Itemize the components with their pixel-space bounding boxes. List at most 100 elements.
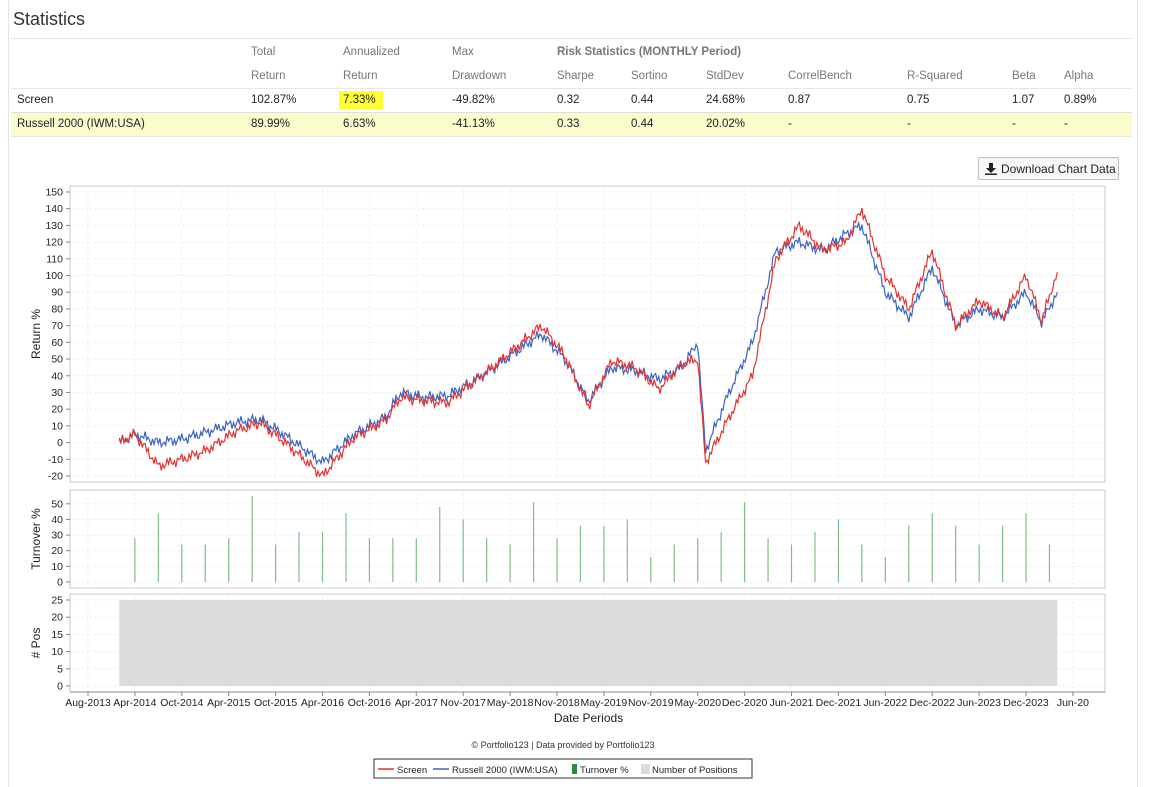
y-tick-label: 60 bbox=[51, 337, 63, 349]
y-tick-label: -20 bbox=[48, 471, 63, 483]
legend-swatch bbox=[572, 764, 577, 774]
y-tick-label: 25 bbox=[51, 595, 63, 607]
turnover-bar bbox=[814, 531, 816, 582]
cell-sharpe: 0.33 bbox=[551, 111, 625, 137]
header-cell: Beta bbox=[1012, 69, 1036, 82]
y-tick-label: 30 bbox=[51, 387, 63, 399]
legend-box bbox=[373, 758, 753, 779]
screen-line bbox=[118, 207, 1058, 478]
y-tick-label: 30 bbox=[51, 530, 63, 542]
turnover-bar bbox=[744, 502, 746, 582]
performance-chart: -20-100102030405060708090100110120130140… bbox=[29, 185, 1106, 779]
y-tick-label: 140 bbox=[45, 203, 63, 215]
turnover-bar bbox=[884, 556, 886, 582]
y-tick-label: 0 bbox=[57, 577, 63, 589]
cell-sortino: 0.44 bbox=[625, 87, 700, 112]
turnover-bar bbox=[908, 525, 910, 582]
turnover-bar bbox=[861, 544, 863, 582]
cell-annualized-return: 6.63% bbox=[337, 111, 446, 137]
y-tick-label: 20 bbox=[51, 404, 63, 416]
turnover-bar bbox=[650, 556, 652, 582]
y-tick-label: 120 bbox=[45, 237, 63, 249]
table-header-row: Return Return Drawdown Sharpe Sortino St… bbox=[11, 64, 1132, 88]
legend-label: Turnover % bbox=[580, 765, 629, 776]
y-tick-label: 50 bbox=[51, 354, 63, 366]
turnover-bar bbox=[157, 513, 159, 582]
y-tick-label: 10 bbox=[51, 561, 63, 573]
cell-max-drawdown: -41.13% bbox=[446, 111, 551, 137]
y-tick-label: 90 bbox=[51, 287, 63, 299]
bench-line bbox=[118, 220, 1058, 466]
header-cell bbox=[11, 40, 245, 64]
y-tick-label: -10 bbox=[48, 454, 63, 466]
y-tick-label: 15 bbox=[51, 629, 63, 641]
turnover-bar bbox=[275, 544, 277, 582]
x-tick-label: Jun-2023 bbox=[957, 697, 1001, 709]
y-axis-label: Return % bbox=[29, 309, 43, 359]
turnover-bar bbox=[603, 525, 605, 582]
x-tick-label: Nov-2017 bbox=[440, 697, 486, 709]
cell-alpha: - bbox=[1058, 111, 1132, 137]
x-tick-label: Dec-2022 bbox=[909, 697, 955, 709]
y-tick-label: 10 bbox=[51, 420, 63, 432]
cell-r-squared: 0.75 bbox=[901, 87, 1006, 112]
turnover-bar bbox=[837, 519, 839, 582]
cell-alpha: 0.89% bbox=[1058, 87, 1132, 112]
table-header-row: Total Annualized Max Risk Statistics (MO… bbox=[11, 40, 1132, 64]
x-tick-label: Dec-2021 bbox=[816, 697, 862, 709]
download-button-label: Download Chart Data bbox=[1001, 161, 1116, 176]
turnover-bar bbox=[626, 519, 628, 582]
header-cell: Total bbox=[251, 46, 276, 58]
turnover-bar bbox=[509, 544, 511, 582]
cell-beta: 1.07 bbox=[1006, 87, 1058, 112]
turnover-bar bbox=[1048, 544, 1051, 582]
cell-correlbench: 0.87 bbox=[782, 87, 901, 112]
turnover-bar bbox=[767, 538, 769, 582]
x-tick-label: Nov-2018 bbox=[534, 697, 580, 709]
cell-annualized-return: 7.33% bbox=[339, 91, 383, 109]
turnover-bar bbox=[790, 544, 793, 582]
turnover-bar bbox=[556, 538, 558, 582]
download-chart-data-button[interactable]: Download Chart Data bbox=[978, 157, 1119, 180]
row-name: Screen bbox=[11, 87, 245, 112]
cell-correlbench: - bbox=[782, 111, 901, 137]
header-cell: Return bbox=[343, 69, 378, 82]
x-tick-label: Apr-2016 bbox=[301, 697, 344, 709]
header-cell: Sortino bbox=[631, 69, 668, 82]
download-icon bbox=[985, 162, 997, 175]
positions-area bbox=[119, 600, 1058, 686]
y-tick-label: 110 bbox=[46, 253, 63, 265]
header-cell: Drawdown bbox=[452, 69, 507, 82]
header-cell: R-Squared bbox=[907, 69, 963, 82]
turnover-bar bbox=[579, 525, 582, 582]
cell-stddev: 20.02% bbox=[700, 111, 782, 137]
cell-total-return: 89.99% bbox=[245, 111, 337, 137]
legend-label: Number of Positions bbox=[652, 765, 738, 776]
x-tick-label: Dec-2023 bbox=[1003, 697, 1049, 709]
turnover-bar bbox=[697, 538, 699, 582]
y-tick-label: 0 bbox=[57, 681, 63, 693]
page-title: Statistics bbox=[13, 9, 86, 29]
turnover-panel-frame bbox=[69, 489, 1106, 589]
row-name: Russell 2000 (IWM:USA) bbox=[11, 111, 245, 137]
y-tick-label: 130 bbox=[45, 220, 63, 232]
x-tick-label: Apr-2015 bbox=[207, 697, 250, 709]
y-axis-label: # Pos bbox=[29, 628, 43, 659]
y-tick-label: 10 bbox=[51, 646, 63, 658]
turnover-bar bbox=[204, 544, 206, 582]
statistics-panel bbox=[8, 0, 1138, 787]
y-tick-label: 5 bbox=[57, 663, 63, 675]
turnover-bar bbox=[392, 538, 394, 582]
table-row: Screen 102.87% 7.33% -49.82% 0.32 0.44 2… bbox=[11, 87, 1132, 112]
turnover-bar bbox=[415, 538, 417, 582]
y-axis-label: Turnover % bbox=[29, 508, 43, 570]
legend-label: Screen bbox=[397, 765, 427, 776]
y-tick-label: 150 bbox=[45, 187, 63, 199]
turnover-bar bbox=[439, 506, 441, 582]
turnover-bar bbox=[673, 544, 675, 582]
turnover-bar bbox=[368, 538, 370, 582]
cell-beta: - bbox=[1006, 111, 1058, 137]
header-cell: CorrelBench bbox=[788, 69, 852, 82]
cell-r-squared: - bbox=[901, 111, 1006, 137]
cell-sortino: 0.44 bbox=[625, 111, 700, 137]
